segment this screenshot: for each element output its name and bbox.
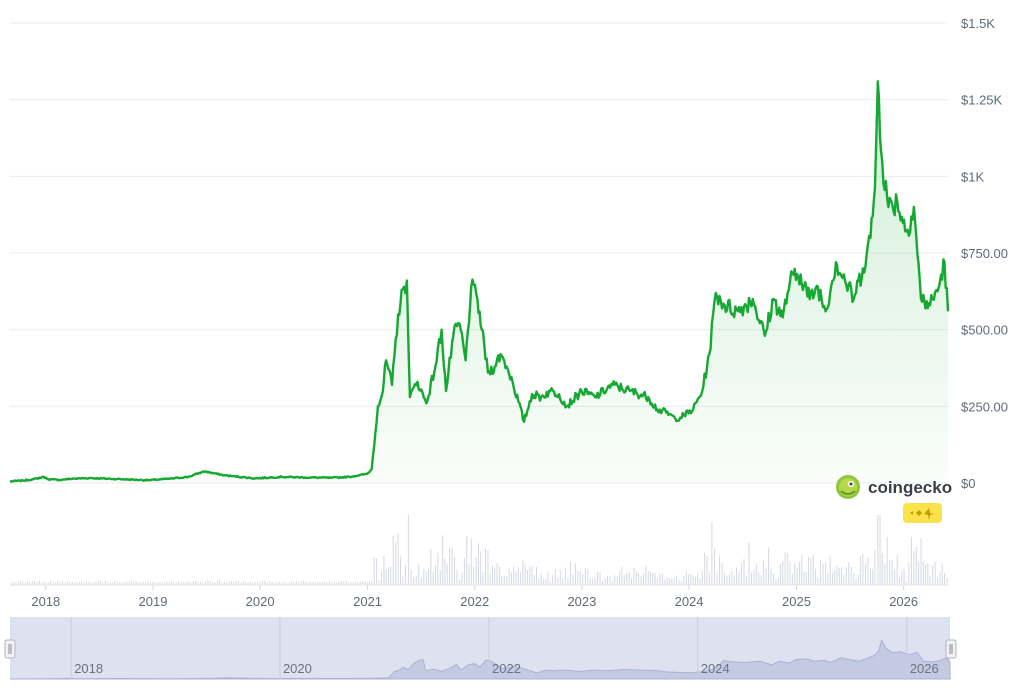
x-tick-label: 2020 xyxy=(246,594,275,609)
x-tick-label: 2018 xyxy=(31,594,60,609)
x-tick-label: 2021 xyxy=(353,594,382,609)
y-tick-label: $0 xyxy=(961,476,975,491)
navigator-axis: 2018 2020 2022 2024 2026 xyxy=(70,617,939,679)
price-area-fill xyxy=(10,81,948,484)
coingecko-watermark: coingecko xyxy=(836,475,952,523)
x-tick-label: 2025 xyxy=(782,594,811,609)
price-area xyxy=(10,81,948,484)
x-tick-label: 2019 xyxy=(139,594,168,609)
coingecko-brand-text: coingecko xyxy=(868,478,952,497)
navigator-tick-label: 2020 xyxy=(283,661,312,676)
navigator-tick-label: 2018 xyxy=(74,661,103,676)
navigator-tick-label: 2026 xyxy=(910,661,939,676)
navigator-left-handle[interactable] xyxy=(4,639,16,659)
range-navigator[interactable]: 2018 2020 2022 2024 2026 xyxy=(4,617,957,680)
navigator-tick-label: 2024 xyxy=(701,661,730,676)
volume-bars xyxy=(10,515,948,585)
price-line xyxy=(9,80,950,483)
navigator-series xyxy=(9,639,951,680)
sparkle-badge-icon xyxy=(903,503,942,523)
gecko-logo xyxy=(836,475,860,499)
x-tick-label: 2023 xyxy=(567,594,596,609)
y-tick-label: $1.25K xyxy=(961,93,1003,108)
price-series-line xyxy=(9,80,950,483)
y-tick-label: $500.00 xyxy=(961,323,1008,338)
navigator-right-handle[interactable] xyxy=(945,639,957,659)
navigator-tick-label: 2022 xyxy=(492,661,521,676)
y-tick-label: $1.5K xyxy=(961,16,995,31)
x-tick-label: 2022 xyxy=(460,594,489,609)
y-tick-label: $750.00 xyxy=(961,246,1008,261)
x-tick-label: 2026 xyxy=(889,594,918,609)
x-axis: 2018 2019 2020 2021 2022 2023 2024 2025 2026 xyxy=(10,584,948,609)
y-tick-label: $250.00 xyxy=(961,399,1008,414)
y-tick-label: $1K xyxy=(961,169,984,184)
y-axis: $0 $250.00 $500.00 $750.00 $1K $1.25K $1.5K xyxy=(961,16,1008,491)
x-tick-label: 2024 xyxy=(675,594,704,609)
